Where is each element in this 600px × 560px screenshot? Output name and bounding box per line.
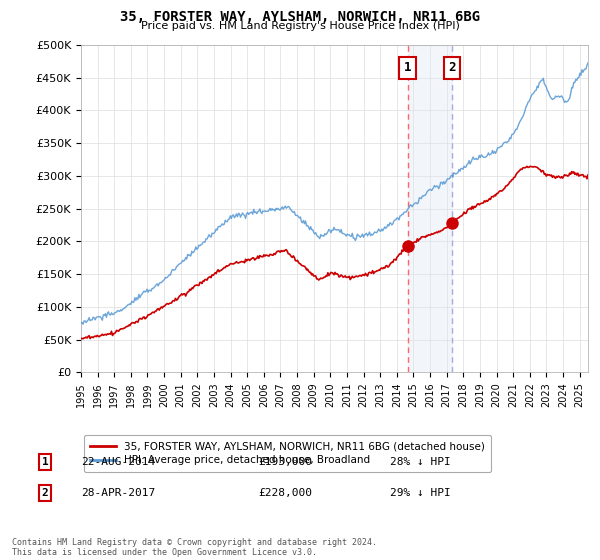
Text: 35, FORSTER WAY, AYLSHAM, NORWICH, NR11 6BG: 35, FORSTER WAY, AYLSHAM, NORWICH, NR11 … <box>120 10 480 24</box>
Text: 28% ↓ HPI: 28% ↓ HPI <box>390 457 451 467</box>
Text: £228,000: £228,000 <box>258 488 312 498</box>
Bar <box>407 45 452 372</box>
Text: 1: 1 <box>404 61 412 74</box>
Text: 2: 2 <box>41 488 49 498</box>
Text: Price paid vs. HM Land Registry's House Price Index (HPI): Price paid vs. HM Land Registry's House … <box>140 21 460 31</box>
Text: 22-AUG-2014: 22-AUG-2014 <box>81 457 155 467</box>
Text: 1: 1 <box>41 457 49 467</box>
Text: 2: 2 <box>448 61 456 74</box>
Text: Contains HM Land Registry data © Crown copyright and database right 2024.
This d: Contains HM Land Registry data © Crown c… <box>12 538 377 557</box>
Text: 29% ↓ HPI: 29% ↓ HPI <box>390 488 451 498</box>
Text: 28-APR-2017: 28-APR-2017 <box>81 488 155 498</box>
Legend: 35, FORSTER WAY, AYLSHAM, NORWICH, NR11 6BG (detached house), HPI: Average price: 35, FORSTER WAY, AYLSHAM, NORWICH, NR11 … <box>83 435 491 472</box>
Text: £193,000: £193,000 <box>258 457 312 467</box>
